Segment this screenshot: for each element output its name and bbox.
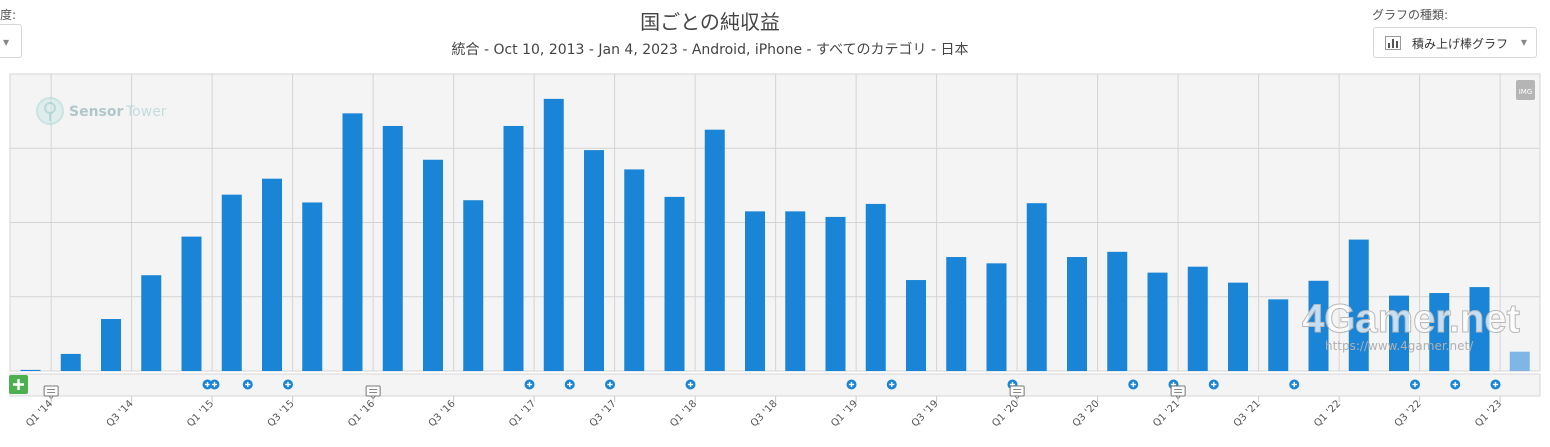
bar-q122[interactable] [1348,239,1369,371]
x-tick-label: Q1 '19 [829,398,860,429]
event-plus-icon[interactable] [846,379,857,390]
sensor-tower-wordmark: Sensor [69,104,123,120]
bar-q217[interactable] [584,150,604,371]
left-control-select[interactable]: ▼ [0,24,22,58]
bar-q123[interactable] [1509,351,1530,371]
bar-q119[interactable] [865,203,886,371]
x-tick-label: Q3 '14 [105,398,136,429]
x-tick-label: Q1 '15 [185,398,216,429]
event-plus-icon[interactable] [283,379,293,390]
event-plus-icon[interactable] [1410,379,1420,390]
chart-subtitle: 統合 - Oct 10, 2013 - Jan 4, 2023 - Androi… [451,42,969,58]
sensor-tower-wordmark-2: Tower [125,104,167,120]
x-tick-label: Q3 '16 [427,398,458,429]
bar-q120[interactable] [1026,203,1047,371]
event-plus-icon[interactable] [564,379,575,390]
bar-q417[interactable] [664,196,685,371]
bar-q222[interactable] [1389,295,1409,371]
fourgamer-watermark: 4Gamer.net [1302,297,1520,341]
sensor-tower-logo: Sensor Tower [36,97,167,125]
bar-q117[interactable] [543,98,564,371]
x-tick-label: Q3 '19 [910,398,941,429]
bar-q115[interactable] [221,194,242,371]
chevron-down-icon: ▼ [3,38,10,47]
bar-q416[interactable] [503,125,524,371]
event-plus-icon[interactable] [1490,379,1501,390]
x-tick-label: Q3 '21 [1232,398,1263,429]
event-plus-icon[interactable] [1450,379,1461,390]
bar-q214[interactable] [101,319,121,371]
event-plus-icon[interactable] [886,379,897,390]
bar-q316[interactable] [463,200,484,371]
bar-q219[interactable] [906,280,926,371]
event-plus-icon[interactable] [242,379,253,390]
bar-q215[interactable] [262,178,282,371]
event-plus-icon[interactable] [1128,379,1139,390]
add-event-button[interactable] [9,375,28,394]
x-tick-label: Q1 '17 [507,398,538,429]
bar-q220[interactable] [1067,257,1087,371]
bar-q317[interactable] [624,169,645,371]
bar-q318[interactable] [785,211,806,371]
bar-q116[interactable] [382,125,403,371]
bar-q221[interactable] [1228,282,1248,371]
event-plus-icon[interactable] [685,379,696,390]
bar-q121[interactable] [1187,266,1208,371]
bar-q216[interactable] [423,159,443,371]
bar-q321[interactable] [1268,299,1289,371]
bar-q422[interactable] [1469,287,1490,371]
x-tick-label: Q1 '23 [1473,398,1504,429]
x-tick-label: Q3 '17 [588,398,619,429]
bar-q418[interactable] [825,216,846,371]
bar-q320[interactable] [1107,251,1128,371]
x-tick-label: Q1 '14 [24,398,55,429]
event-plus-icon[interactable] [209,379,220,390]
chart-type-select[interactable]: 積み上げ棒グラフ ▼ [1373,27,1537,58]
x-tick-label: Q1 '18 [668,398,699,429]
x-tick-label: Q3 '15 [266,398,297,429]
event-plus-icon[interactable] [1208,379,1219,390]
bar-q319[interactable] [946,257,967,371]
event-plus-icon[interactable] [1289,379,1300,390]
chart-type-value: 積み上げ棒グラフ [1412,37,1509,51]
bar-q414[interactable] [181,236,202,371]
bar-q315[interactable] [302,202,323,371]
bar-q218[interactable] [745,211,765,371]
export-image-label: IMG [1519,88,1533,96]
x-tick-label: Q3 '22 [1393,398,1424,429]
event-strip [9,373,1541,397]
bar-q314[interactable] [141,275,162,371]
x-tick-label: Q1 '21 [1151,398,1182,429]
fourgamer-url: https://www.4gamer.net/ [1325,339,1474,353]
left-control-label: 度: [0,8,17,22]
x-tick-label: Q3 '18 [749,398,780,429]
chart-type-label: グラフの種類: [1372,8,1449,22]
x-tick-label: Q1 '16 [346,398,377,429]
bar-q419[interactable] [986,263,1007,371]
bar-q420[interactable] [1147,272,1168,371]
bar-q413[interactable] [20,369,41,371]
x-tick-label: Q1 '22 [1312,398,1343,429]
export-image-button[interactable]: IMG [1516,80,1535,100]
event-plus-icon[interactable] [524,379,535,390]
bar-q114[interactable] [60,353,81,371]
bar-q118[interactable] [704,129,725,371]
chevron-down-icon: ▼ [1520,38,1527,47]
x-tick-label: Q1 '20 [990,398,1021,429]
event-plus-icon[interactable] [202,379,213,390]
bar-q415[interactable] [342,113,363,371]
bar-q322[interactable] [1429,293,1450,371]
event-plus-icon[interactable] [605,379,615,390]
bar-chart-icon [1385,36,1401,50]
bar-q421[interactable] [1308,280,1329,371]
chart-title: 国ごとの純収益 [640,10,780,34]
x-tick-label: Q3 '20 [1071,398,1102,429]
